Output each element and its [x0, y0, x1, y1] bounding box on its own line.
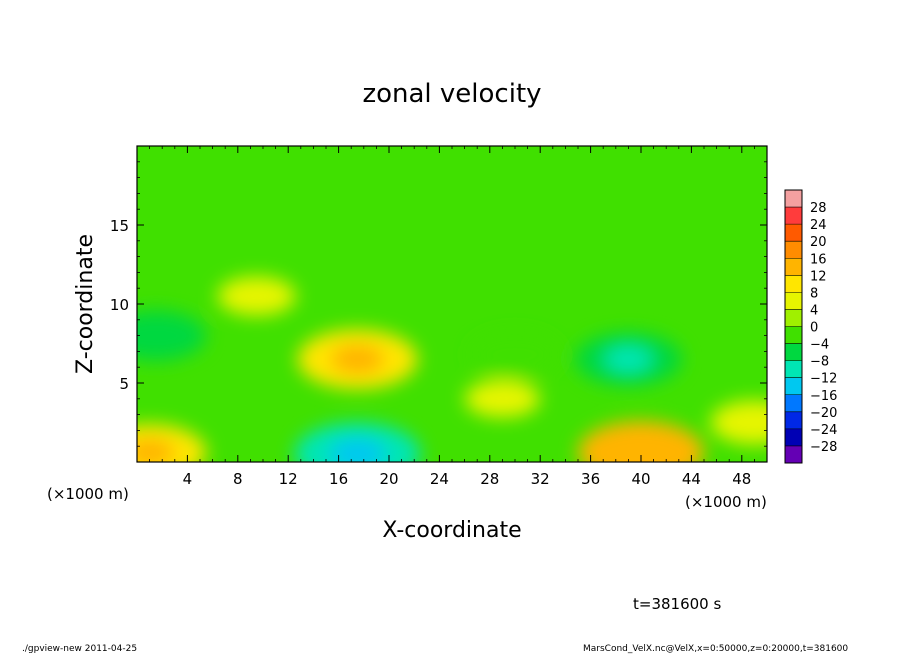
colorbar-label: 20 — [810, 235, 827, 250]
colorbar-segment — [785, 411, 802, 430]
colorbar-segment — [785, 207, 802, 225]
x-tick-label: 12 — [279, 470, 298, 488]
x-tick-label: 20 — [379, 470, 398, 488]
colorbar-segment — [785, 326, 802, 345]
field-feature-8 — [464, 380, 540, 418]
heatmap-field — [137, 146, 767, 462]
x-tick-label: 32 — [531, 470, 550, 488]
colorbar-frame — [784, 189, 803, 464]
colorbar-label: 16 — [810, 252, 827, 267]
colorbar-segment — [785, 258, 802, 276]
time-label: t=381600 s — [633, 595, 721, 613]
colorbar-segment — [785, 377, 802, 396]
colorbar-label: 8 — [810, 286, 818, 301]
y-axis: 5 10 15 — [110, 161, 767, 447]
colorbar — [785, 190, 802, 464]
field-feature-7 — [217, 276, 296, 316]
x-tick-label: 16 — [329, 470, 348, 488]
x-axis-label: X-coordinate — [382, 518, 521, 543]
colorbar-label: −4 — [810, 338, 829, 353]
field-core-2 — [137, 438, 176, 462]
colorbar-label: −28 — [810, 440, 837, 455]
x-unit-left: (×1000 m) — [47, 485, 129, 503]
x-axis: 4 8 12 16 20 24 28 32 36 40 44 48 — [149, 146, 755, 488]
x-tick-label: 28 — [480, 470, 499, 488]
colorbar-labels: 28 24 20 16 12 8 4 0 −4 −8 −12 −16 −20 −24 −28 — [810, 201, 837, 455]
field-core-5 — [604, 345, 653, 373]
colorbar-segment — [785, 445, 802, 464]
footer-left: ./gpview-new 2011-04-25 — [22, 644, 137, 654]
colorbar-segment — [785, 394, 802, 413]
colorbar-segment — [785, 360, 802, 379]
colorbar-label: −12 — [810, 372, 837, 387]
colorbar-label: −8 — [810, 355, 829, 370]
field-feature-9 — [710, 400, 767, 445]
field-features — [137, 276, 767, 462]
colorbar-label: 4 — [810, 303, 818, 318]
colorbar-segment — [785, 224, 802, 242]
colorbar-label: 28 — [810, 201, 827, 216]
y-tick-label: 5 — [119, 375, 129, 393]
y-tick-label: 10 — [110, 296, 129, 314]
field-feature-4 — [137, 310, 207, 361]
colorbar-label: 24 — [810, 218, 827, 233]
colorbar-segment — [785, 292, 802, 310]
colorbar-segment — [785, 428, 802, 447]
field-core-0 — [330, 344, 385, 375]
chart-title: zonal velocity — [362, 79, 541, 109]
colorbar-label: −16 — [810, 389, 837, 404]
x-unit-right: (×1000 m) — [685, 493, 767, 511]
field-feature-6 — [471, 332, 559, 377]
colorbar-label: −24 — [810, 423, 837, 438]
field-core-1 — [612, 436, 670, 462]
y-tick-label: 15 — [110, 217, 129, 235]
field-core-3 — [329, 438, 386, 462]
colorbar-label: 0 — [810, 321, 818, 336]
x-tick-label: 4 — [183, 470, 193, 488]
colorbar-segment — [785, 309, 802, 327]
colorbar-label: 12 — [810, 269, 827, 284]
colorbar-segment — [785, 190, 802, 208]
y-axis-label: Z-coordinate — [73, 234, 98, 374]
x-tick-label: 40 — [631, 470, 650, 488]
colorbar-segment — [785, 275, 802, 293]
x-tick-label: 24 — [430, 470, 449, 488]
colorbar-segment — [785, 343, 802, 362]
footer-right: MarsCond_VelX.nc@VelX,x=0:50000,z=0:2000… — [583, 644, 848, 654]
x-tick-label: 8 — [233, 470, 243, 488]
colorbar-segment — [785, 241, 802, 259]
colorbar-label: −20 — [810, 406, 837, 421]
x-tick-label: 48 — [732, 470, 751, 488]
x-tick-label: 44 — [682, 470, 701, 488]
x-tick-label: 36 — [581, 470, 600, 488]
